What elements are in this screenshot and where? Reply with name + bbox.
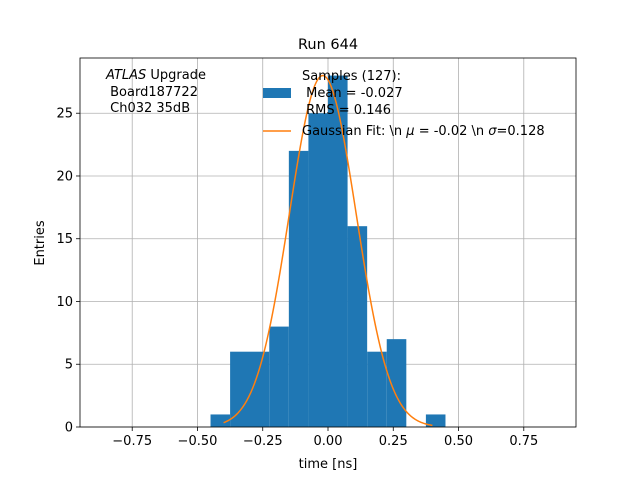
legend: Samples (127): Mean = -0.027 RMS = 0.146… bbox=[263, 69, 545, 139]
histogram-bar bbox=[328, 75, 348, 428]
atlas-word: ATLAS bbox=[105, 68, 146, 83]
y-tick-label: 15 bbox=[56, 232, 73, 247]
x-tick-label: 0.50 bbox=[444, 434, 473, 449]
legend-histogram-swatch bbox=[263, 88, 291, 98]
x-tick-label: 0.25 bbox=[379, 434, 408, 449]
channel-label: Ch032 35dB bbox=[106, 101, 190, 116]
histogram-bars bbox=[210, 75, 446, 428]
x-axis-ticks: −0.75 −0.50 −0.25 0.00 0.25 0.50 0.75 bbox=[112, 427, 538, 449]
upgrade-word: Upgrade bbox=[146, 68, 206, 83]
y-axis-label: Entries bbox=[33, 220, 48, 266]
x-axis-label: time [ns] bbox=[299, 457, 358, 472]
legend-histogram-line1: Samples (127): bbox=[302, 69, 401, 84]
legend-histogram-line3: RMS = 0.146 bbox=[302, 103, 391, 118]
x-tick-label: 0.00 bbox=[314, 434, 343, 449]
y-tick-label: 20 bbox=[56, 169, 73, 184]
x-tick-label: 0.75 bbox=[509, 434, 538, 449]
board-label: Board187722 bbox=[106, 85, 198, 100]
chart-title: Run 644 bbox=[298, 37, 358, 53]
y-tick-label: 25 bbox=[56, 107, 73, 122]
legend-fit-label: Gaussian Fit: \n μ = -0.02 \n σ=0.128 bbox=[302, 124, 545, 139]
histogram-bar bbox=[210, 414, 231, 427]
histogram-bar bbox=[308, 113, 328, 427]
histogram-bar bbox=[288, 150, 309, 427]
y-tick-label: 10 bbox=[56, 295, 73, 310]
histogram-bar bbox=[269, 326, 289, 427]
atlas-annotation: ATLAS Upgrade Board187722 Ch032 35dB bbox=[105, 68, 206, 116]
histogram-bar bbox=[386, 339, 407, 427]
legend-histogram-line2: Mean = -0.027 bbox=[302, 86, 403, 101]
x-tick-label: −0.75 bbox=[112, 434, 152, 449]
histogram-bar bbox=[367, 351, 387, 427]
y-tick-label: 0 bbox=[65, 421, 73, 436]
y-axis-ticks: 0 5 10 15 20 25 bbox=[56, 107, 80, 436]
x-tick-label: −0.50 bbox=[178, 434, 218, 449]
gaussian-fit-curve bbox=[223, 74, 433, 427]
x-tick-label: −0.25 bbox=[243, 434, 283, 449]
svg-text:ATLAS Upgrade: ATLAS Upgrade bbox=[105, 68, 206, 83]
y-tick-label: 5 bbox=[65, 358, 73, 373]
histogram-bar bbox=[347, 226, 368, 427]
histogram-bar bbox=[425, 414, 446, 427]
